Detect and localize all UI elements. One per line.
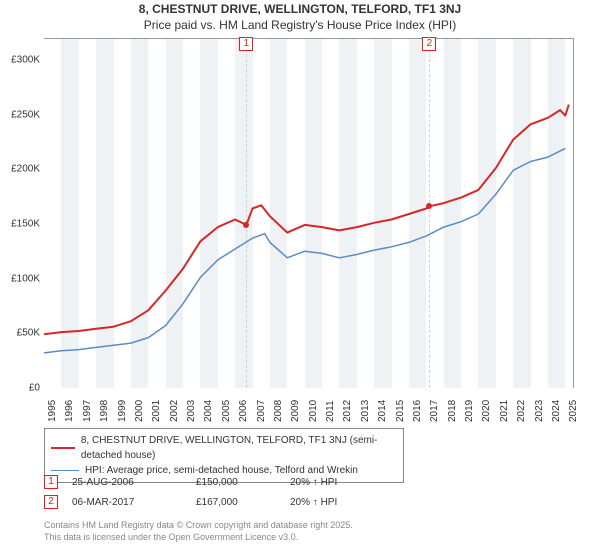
legend-swatch-hpi xyxy=(51,470,79,471)
x-axis-ticks: 1995 1996 1997 1998 1999 2000 2001 2002 2003 2004… xyxy=(44,392,574,428)
x-tick-label: 2003 xyxy=(186,400,197,422)
x-tick-label: 2019 xyxy=(464,400,475,422)
legend-label-price-paid: 8, CHESTNUT DRIVE, WELLINGTON, TELFORD, … xyxy=(81,433,397,463)
chart-plot-area: 12 xyxy=(44,38,574,388)
chart-container: 8, CHESTNUT DRIVE, WELLINGTON, TELFORD, … xyxy=(0,0,600,560)
sale-row: 1 25-AUG-2006 £150,000 20% ↑ HPI xyxy=(44,472,574,492)
x-tick-label: 1996 xyxy=(64,400,75,422)
y-tick-label: £200K xyxy=(0,164,40,175)
sale-date: 25-AUG-2006 xyxy=(72,477,182,488)
x-tick-label: 2016 xyxy=(412,400,423,422)
x-tick-label: 2011 xyxy=(325,400,336,422)
x-tick-label: 2017 xyxy=(429,400,440,422)
x-tick-label: 2002 xyxy=(169,400,180,422)
sale-row: 2 06-MAR-2017 £167,000 20% ↑ HPI xyxy=(44,492,574,512)
sale-datapoint xyxy=(426,203,432,209)
x-tick-label: 1997 xyxy=(82,400,93,422)
x-tick-label: 2000 xyxy=(134,400,145,422)
x-tick-label: 2014 xyxy=(377,400,388,422)
x-tick-label: 2012 xyxy=(342,400,353,422)
x-tick-label: 2022 xyxy=(516,400,527,422)
x-tick-label: 2004 xyxy=(203,400,214,422)
sales-table: 1 25-AUG-2006 £150,000 20% ↑ HPI 2 06-MA… xyxy=(44,472,574,512)
sale-date: 06-MAR-2017 xyxy=(72,497,182,508)
x-tick-label: 2013 xyxy=(360,400,371,422)
sale-price: £150,000 xyxy=(196,477,276,488)
x-tick-label: 1999 xyxy=(117,400,128,422)
x-tick-label: 2015 xyxy=(395,400,406,422)
footer-attribution: Contains HM Land Registry data © Crown c… xyxy=(44,520,574,543)
x-tick-label: 2025 xyxy=(568,400,579,422)
sale-datapoint xyxy=(243,222,249,228)
legend-swatch-price-paid xyxy=(51,447,75,449)
x-tick-label: 1998 xyxy=(99,400,110,422)
x-tick-label: 2006 xyxy=(238,400,249,422)
y-tick-label: £50K xyxy=(0,328,40,339)
x-tick-label: 2001 xyxy=(151,400,162,422)
x-tick-label: 2024 xyxy=(551,400,562,422)
sale-vs-hpi: 20% ↑ HPI xyxy=(290,497,370,508)
x-tick-label: 2005 xyxy=(221,400,232,422)
y-tick-label: £0 xyxy=(0,383,40,394)
sale-marker: 1 xyxy=(44,475,58,489)
x-tick-label: 2021 xyxy=(499,400,510,422)
y-tick-label: £250K xyxy=(0,109,40,120)
footer-line1: Contains HM Land Registry data © Crown c… xyxy=(44,520,574,532)
x-tick-label: 2010 xyxy=(308,400,319,422)
x-tick-label: 2008 xyxy=(273,400,284,422)
x-tick-label: 1995 xyxy=(47,400,58,422)
y-tick-label: £300K xyxy=(0,54,40,65)
title-block: 8, CHESTNUT DRIVE, WELLINGTON, TELFORD, … xyxy=(0,0,600,32)
x-tick-label: 2009 xyxy=(290,400,301,422)
x-tick-label: 2018 xyxy=(447,400,458,422)
sale-marker: 2 xyxy=(44,495,58,509)
legend-row-price-paid: 8, CHESTNUT DRIVE, WELLINGTON, TELFORD, … xyxy=(51,433,397,463)
x-tick-label: 2020 xyxy=(481,400,492,422)
series-line-price-paid xyxy=(44,105,569,335)
sale-price: £167,000 xyxy=(196,497,276,508)
sale-vs-hpi: 20% ↑ HPI xyxy=(290,477,370,488)
chart-subtitle: Price paid vs. HM Land Registry's House … xyxy=(0,18,600,32)
y-tick-label: £150K xyxy=(0,218,40,229)
x-tick-label: 2023 xyxy=(534,400,545,422)
x-tick-label: 2007 xyxy=(256,400,267,422)
y-tick-label: £100K xyxy=(0,273,40,284)
footer-line2: This data is licensed under the Open Gov… xyxy=(44,532,574,544)
chart-title-address: 8, CHESTNUT DRIVE, WELLINGTON, TELFORD, … xyxy=(0,2,600,16)
